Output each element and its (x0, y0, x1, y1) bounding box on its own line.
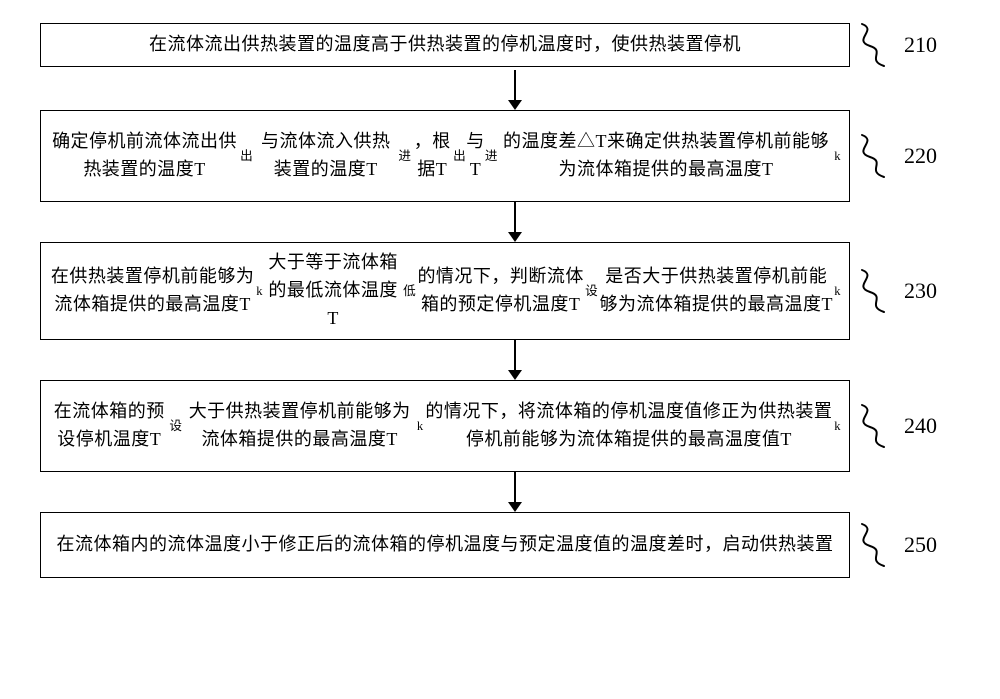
step-label-connector: 220 (856, 131, 937, 181)
flow-arrow (65, 472, 935, 512)
step-label: 240 (904, 413, 937, 439)
step-label: 220 (904, 143, 937, 169)
step-label: 250 (904, 532, 937, 558)
flow-step-box: 在流体箱内的流体温度小于修正后的流体箱的停机温度与预定温度值的温度差时，启动供热… (40, 512, 850, 578)
flow-arrow (65, 340, 935, 380)
step-label-connector: 230 (856, 266, 937, 316)
flow-step-box: 确定停机前流体流出供热装置的温度T出与流体流入供热装置的温度T进，根据T出与T进… (40, 110, 850, 202)
flow-arrow (65, 70, 935, 110)
flow-step-box: 在供热装置停机前能够为流体箱提供的最高温度Tk大于等于流体箱的最低流体温度T低的… (40, 242, 850, 340)
step-label: 230 (904, 278, 937, 304)
step-label-connector: 240 (856, 401, 937, 451)
flow-step-box: 在流体流出供热装置的温度高于供热装置的停机温度时，使供热装置停机 (40, 23, 850, 67)
step-label-connector: 250 (856, 520, 937, 570)
step-label: 210 (904, 32, 937, 58)
flow-arrow (65, 202, 935, 242)
flow-step-box: 在流体箱的预设停机温度T设大于供热装置停机前能够为流体箱提供的最高温度Tk的情况… (40, 380, 850, 472)
step-label-connector: 210 (856, 20, 937, 70)
